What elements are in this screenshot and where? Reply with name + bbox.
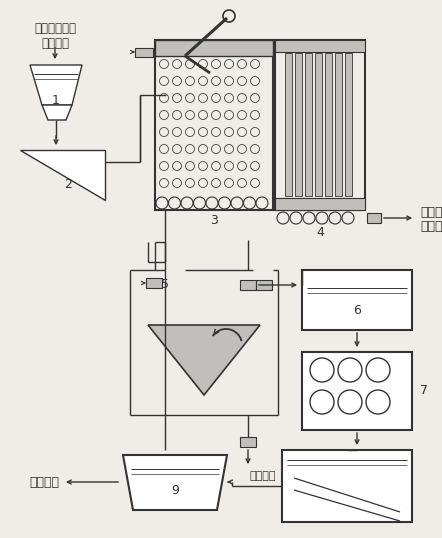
- Polygon shape: [123, 455, 227, 510]
- Text: 5: 5: [161, 279, 169, 292]
- Bar: [367, 213, 381, 223]
- Text: 9: 9: [171, 484, 179, 497]
- Text: 3: 3: [210, 214, 218, 226]
- Text: 7: 7: [420, 385, 428, 398]
- Bar: [256, 280, 272, 290]
- Text: 6: 6: [353, 303, 361, 316]
- Text: 含油重金属的
工业废水: 含油重金属的 工业废水: [34, 22, 76, 50]
- Bar: [315, 53, 322, 196]
- Polygon shape: [148, 325, 260, 395]
- Bar: [305, 53, 312, 196]
- Text: 净化出水: 净化出水: [29, 476, 59, 489]
- Bar: [282, 450, 412, 522]
- Bar: [155, 40, 273, 210]
- Bar: [335, 53, 342, 196]
- Bar: [275, 40, 365, 52]
- Polygon shape: [20, 150, 105, 200]
- Bar: [155, 40, 273, 56]
- Bar: [295, 53, 302, 196]
- Text: 2: 2: [64, 179, 72, 192]
- Bar: [135, 48, 153, 57]
- Bar: [345, 53, 352, 196]
- Bar: [302, 352, 412, 430]
- Bar: [240, 437, 256, 447]
- Text: 重油回收: 重油回收: [420, 207, 442, 220]
- Text: 再利用: 再利用: [420, 221, 442, 233]
- Polygon shape: [42, 105, 72, 120]
- Bar: [275, 40, 365, 210]
- Bar: [302, 270, 412, 330]
- Text: 污泥外运: 污泥外运: [250, 471, 277, 481]
- Bar: [240, 280, 256, 290]
- Text: 1: 1: [52, 94, 60, 107]
- Bar: [325, 53, 332, 196]
- Bar: [146, 278, 162, 288]
- Text: 4: 4: [316, 225, 324, 238]
- Bar: [285, 53, 292, 196]
- Bar: [275, 198, 365, 210]
- Polygon shape: [30, 65, 82, 105]
